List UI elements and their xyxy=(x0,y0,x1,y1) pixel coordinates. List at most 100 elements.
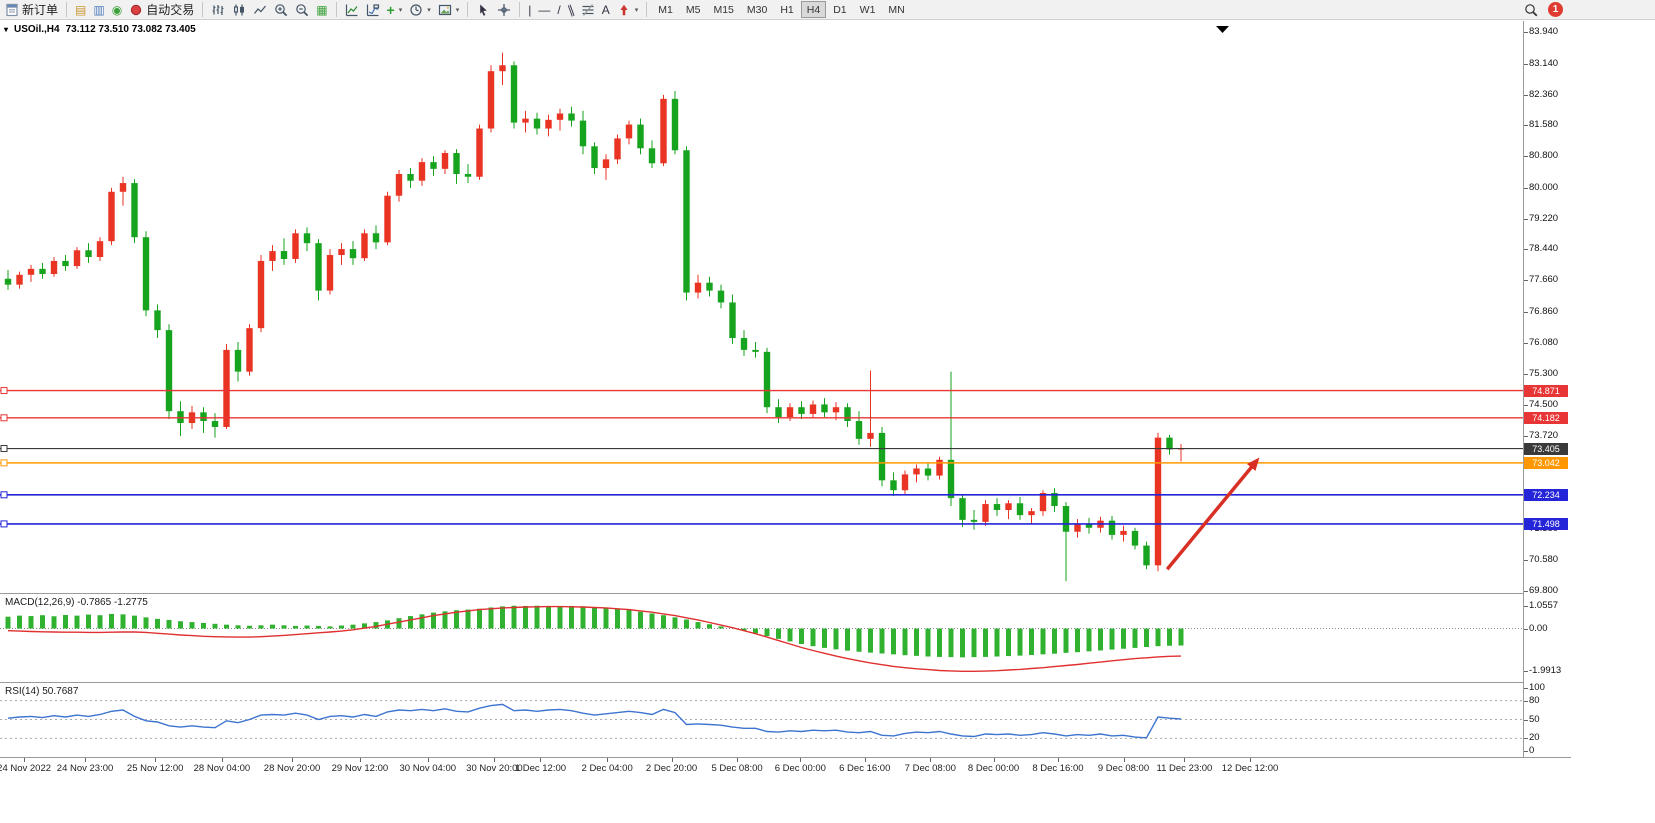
macd-label: MACD(12,26,9) -0.7865 -1.2775 xyxy=(5,597,148,608)
price-axis-label: 83.140 xyxy=(1529,57,1559,69)
add-indicator-icon[interactable]: + ▾ xyxy=(384,1,406,19)
time-axis-tick xyxy=(864,758,866,762)
zoom-out-icon[interactable] xyxy=(292,1,312,19)
trendline-icon[interactable]: / xyxy=(554,1,563,19)
time-axis-label: 11 Dec 23:00 xyxy=(1156,763,1213,774)
time-axis-label: 8 Dec 16:00 xyxy=(1032,763,1084,774)
candlestick-chart-icon[interactable] xyxy=(229,1,249,19)
price-tag: 72.234 xyxy=(1524,488,1568,501)
price-tag: 73.042 xyxy=(1524,456,1568,469)
tile-windows-icon[interactable]: ▦ xyxy=(313,1,330,19)
time-axis-label: 6 Dec 00:00 xyxy=(774,763,826,774)
zoom-in-icon[interactable] xyxy=(271,1,291,19)
price-axis-label: 80.000 xyxy=(1529,181,1559,193)
price-axis-label: 80.800 xyxy=(1529,150,1559,162)
time-axis-tick xyxy=(800,758,802,762)
toolbar-separator xyxy=(335,2,337,17)
dropdown-caret-icon[interactable]: ▾ xyxy=(398,6,403,14)
notification-badge[interactable]: 1 xyxy=(1548,2,1563,17)
rsi-line xyxy=(7,703,1182,739)
timeframe-m5[interactable]: M5 xyxy=(680,1,707,18)
crosshair-icon[interactable] xyxy=(494,1,514,19)
axis-tick xyxy=(1524,311,1528,313)
price-tag: 71.498 xyxy=(1524,517,1568,530)
rsi-label: RSI(14) 50.7687 xyxy=(5,686,79,697)
axis-tick xyxy=(1524,688,1528,689)
price-line-74.871[interactable] xyxy=(0,387,1523,395)
timeframe-m30[interactable]: M30 xyxy=(741,1,773,18)
axis-tick xyxy=(1524,218,1528,220)
symbol-period: USOil.,H4 xyxy=(14,24,60,35)
rsi-axis-label: 80 xyxy=(1529,694,1540,706)
toolbar-separator xyxy=(467,2,469,17)
time-axis-label: 24 Nov 23:00 xyxy=(56,763,114,774)
axis-tick xyxy=(1524,63,1528,65)
trend-arrow[interactable] xyxy=(1165,457,1260,571)
price-line-73.405[interactable] xyxy=(0,445,1523,453)
cursor-icon[interactable] xyxy=(473,1,493,19)
price-line-74.182[interactable] xyxy=(0,414,1523,422)
time-axis-label: 28 Nov 04:00 xyxy=(193,763,251,774)
timeframe-m1[interactable]: M1 xyxy=(652,1,679,18)
price-line-73.042[interactable] xyxy=(0,459,1523,467)
chart-dropdown-icon[interactable]: ▾ xyxy=(4,25,9,34)
rsi-axis-label: 50 xyxy=(1529,713,1540,725)
time-axis-label: 29 Nov 12:00 xyxy=(331,763,389,774)
price-line-72.234[interactable] xyxy=(0,491,1523,499)
price-line-71.498[interactable] xyxy=(0,520,1523,528)
periods-icon[interactable]: ▾ xyxy=(406,1,434,19)
time-axis-tick xyxy=(1250,758,1251,762)
template-icon[interactable]: ▾ xyxy=(435,1,463,19)
toolbar-separator xyxy=(202,2,204,17)
timeframe-h4[interactable]: H4 xyxy=(800,1,827,18)
line-chart-icon[interactable] xyxy=(250,1,270,19)
dropdown-caret-icon[interactable]: ▾ xyxy=(455,6,460,14)
price-axis-label: 79.220 xyxy=(1529,212,1559,224)
axis-tick xyxy=(1524,373,1528,375)
text-icon[interactable]: A xyxy=(599,1,613,19)
main-chart-panel[interactable]: ▾ USOil.,H4 73.112 73.510 73.082 73.405 xyxy=(0,21,1523,593)
timeframe-m15[interactable]: M15 xyxy=(707,1,739,18)
fibonacci-icon[interactable] xyxy=(578,1,598,19)
timeframe-mn[interactable]: MN xyxy=(882,1,910,18)
macd-histogram xyxy=(5,605,1184,658)
price-axis-label: 77.660 xyxy=(1529,274,1559,286)
chart-window[interactable]: ▾ USOil.,H4 73.112 73.510 73.082 73.405 … xyxy=(0,21,1571,779)
search-icon[interactable] xyxy=(1521,1,1541,19)
rsi-axis-label: 100 xyxy=(1529,682,1545,693)
new-order-button[interactable]: 新订单 xyxy=(2,1,61,19)
auto-trading-button[interactable]: 自动交易 xyxy=(126,1,197,19)
price-axis-label: 78.440 xyxy=(1529,243,1559,255)
time-axis-tick xyxy=(85,758,87,762)
axis-tick xyxy=(1524,32,1528,34)
channel-icon[interactable]: ∥ xyxy=(565,1,576,18)
dropdown-caret-icon[interactable]: ▾ xyxy=(634,6,639,14)
time-axis-label: 24 Nov 2022 xyxy=(0,763,52,774)
time-axis-label: 25 Nov 12:00 xyxy=(126,763,184,774)
rsi-panel[interactable]: RSI(14) 50.7687 xyxy=(0,682,1523,757)
market-watch-icon[interactable]: ▥ xyxy=(90,1,107,19)
axis-tick xyxy=(1524,405,1528,407)
time-axis[interactable] xyxy=(0,757,1571,779)
axis-tick xyxy=(1524,738,1528,740)
bar-chart-icon[interactable] xyxy=(208,1,228,19)
timeframe-h1[interactable]: H1 xyxy=(774,1,799,18)
horizontal-line-icon[interactable]: — xyxy=(535,1,553,19)
macd-panel[interactable]: MACD(12,26,9) -0.7865 -1.2775 xyxy=(0,593,1523,682)
dropdown-caret-icon[interactable]: ▾ xyxy=(427,6,431,14)
indicator-windows-icon[interactable] xyxy=(363,1,383,19)
time-axis-tick xyxy=(540,758,542,762)
axis-tick xyxy=(1524,156,1528,158)
axis-tick xyxy=(1524,605,1528,607)
strategy-tester-icon[interactable]: ◉ xyxy=(109,1,125,19)
charts-icon[interactable]: ▤ xyxy=(72,1,89,19)
indicators-icon[interactable] xyxy=(342,1,362,19)
timeframe-w1[interactable]: W1 xyxy=(854,1,882,18)
vertical-line-icon[interactable]: | xyxy=(525,1,534,19)
timeframe-d1[interactable]: D1 xyxy=(827,1,852,18)
price-axis[interactable] xyxy=(1523,21,1571,757)
arrows-icon[interactable]: ▾ xyxy=(614,1,642,19)
time-axis-tick xyxy=(292,758,294,762)
time-axis-label: 9 Dec 08:00 xyxy=(1097,763,1150,774)
